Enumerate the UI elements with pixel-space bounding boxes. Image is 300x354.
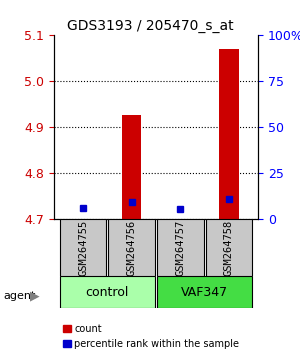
Legend: count, percentile rank within the sample: count, percentile rank within the sample bbox=[59, 320, 243, 353]
Text: control: control bbox=[86, 286, 129, 298]
Bar bbox=[122, 115, 141, 219]
Text: agent: agent bbox=[3, 291, 35, 301]
Bar bbox=[171, 218, 190, 219]
FancyBboxPatch shape bbox=[60, 276, 155, 308]
Text: GSM264757: GSM264757 bbox=[175, 220, 185, 276]
Text: VAF347: VAF347 bbox=[181, 286, 228, 298]
FancyBboxPatch shape bbox=[60, 219, 106, 276]
FancyBboxPatch shape bbox=[206, 219, 252, 276]
Bar bbox=[74, 218, 93, 219]
FancyBboxPatch shape bbox=[157, 276, 252, 308]
FancyBboxPatch shape bbox=[157, 219, 204, 276]
FancyBboxPatch shape bbox=[108, 219, 155, 276]
Bar bbox=[219, 49, 239, 219]
Text: GSM264758: GSM264758 bbox=[224, 220, 234, 276]
Text: GSM264756: GSM264756 bbox=[127, 220, 137, 276]
Text: GDS3193 / 205470_s_at: GDS3193 / 205470_s_at bbox=[67, 19, 233, 34]
Text: GSM264755: GSM264755 bbox=[78, 220, 88, 276]
Text: ▶: ▶ bbox=[30, 289, 40, 302]
